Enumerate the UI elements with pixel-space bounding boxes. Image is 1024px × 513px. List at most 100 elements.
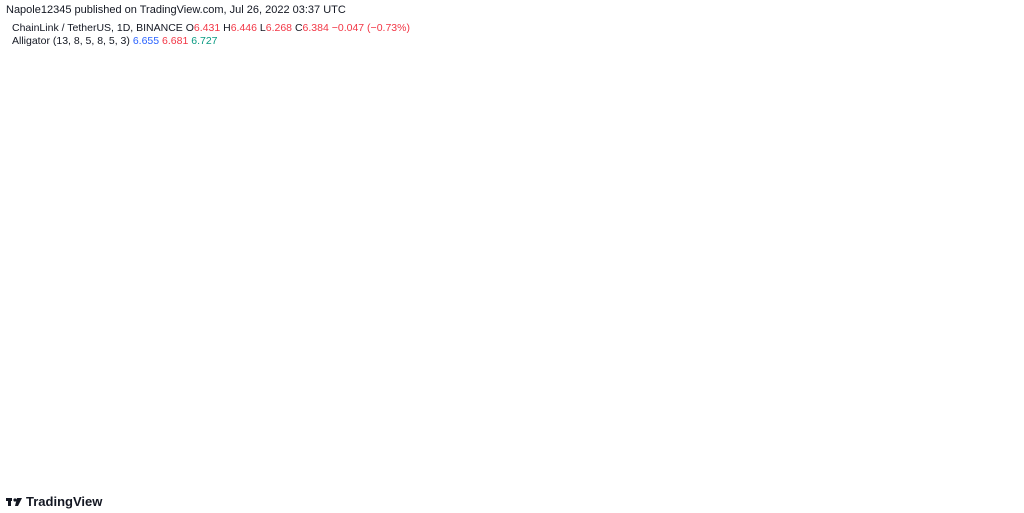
candle-body xyxy=(125,57,128,68)
candle-body xyxy=(262,379,264,382)
candle-body xyxy=(290,366,292,384)
alligator-jaw-line xyxy=(90,41,304,385)
candle-body xyxy=(150,95,153,97)
candle-body xyxy=(151,96,154,103)
x-tick-label: Oct xyxy=(21,476,37,487)
candle-body xyxy=(197,118,200,123)
candle-body xyxy=(99,55,101,66)
indicator-row: Alligator (13, 8, 5, 8, 5, 3) 6.655 6.68… xyxy=(12,35,410,48)
range-mid-line xyxy=(257,359,306,395)
indicator-name[interactable]: Alligator (13, 8, 5, 8, 5, 3) xyxy=(12,35,130,47)
candle-body xyxy=(259,393,262,395)
candle-body xyxy=(127,67,129,77)
candle-body xyxy=(95,69,98,81)
candle-body xyxy=(141,84,144,100)
candle-body xyxy=(182,141,184,149)
candle-body xyxy=(133,127,136,134)
candle-body xyxy=(83,57,86,62)
candle-body xyxy=(267,356,270,363)
candle-body xyxy=(145,82,147,88)
price-axis[interactable]: USDT 20.000 19.000 18.000 17.000 16.000 15.00… xyxy=(978,22,1009,464)
candle-body xyxy=(231,351,234,357)
candle-body xyxy=(94,61,97,81)
published-by-text: Napole12345 published on TradingView.com… xyxy=(6,4,346,16)
plot-area[interactable] xyxy=(0,16,970,470)
candle-body xyxy=(192,94,195,103)
candle-body xyxy=(175,169,178,183)
candle-body xyxy=(268,362,271,373)
candle-body xyxy=(288,383,290,385)
candle-body xyxy=(170,160,173,167)
candle-body xyxy=(249,318,252,327)
candle-body xyxy=(195,110,198,111)
symbol-name[interactable]: ChainLink / TetherUS, 1D, BINANCE xyxy=(12,22,183,34)
x-tick-label: Feb xyxy=(131,476,149,487)
y-tick-label: 12.000 xyxy=(978,195,1009,206)
candle-body xyxy=(252,286,254,305)
resistance-price-label-bg xyxy=(971,188,1014,201)
candle-body xyxy=(200,134,202,139)
candle-body xyxy=(237,363,240,365)
candle-body xyxy=(191,97,193,108)
candle-body xyxy=(167,155,170,166)
candle-body xyxy=(153,109,155,118)
lips-price-label-bg xyxy=(971,356,1014,369)
y-tick-label: 20.000 xyxy=(978,46,1009,57)
candle-body xyxy=(100,53,102,56)
tradingview-logo-icon xyxy=(6,497,22,506)
candle-body xyxy=(213,158,216,162)
resistance-price-label: 12.218 xyxy=(971,188,1014,201)
candle-body xyxy=(189,98,191,103)
x-tick-label: Jun xyxy=(240,476,256,487)
candle-body xyxy=(245,354,247,360)
support-price-label-text: 5.643 xyxy=(976,417,1001,428)
candle-body xyxy=(129,86,132,105)
candle-body xyxy=(148,93,151,99)
candle-body xyxy=(265,372,268,376)
candle-body xyxy=(137,115,139,127)
candle-body xyxy=(162,155,164,159)
candle-body xyxy=(198,118,200,123)
candle-body xyxy=(173,171,175,180)
currency-label: USDT xyxy=(978,22,1005,33)
candle-body xyxy=(247,340,250,346)
candle-body xyxy=(202,136,205,149)
candle-body xyxy=(232,351,235,357)
x-tick-label: 2022 xyxy=(101,476,124,487)
time-axis[interactable]: Oct Nov Dec 2022 Feb Mar Apr May Jun Jul Aug Sep xyxy=(21,476,340,487)
candle-body xyxy=(128,76,130,78)
candle-body xyxy=(250,299,253,319)
candle-body xyxy=(179,153,182,159)
candle-body xyxy=(224,218,227,229)
candle-body xyxy=(255,342,258,369)
candle-body xyxy=(149,93,152,96)
channel-upper-line xyxy=(128,29,280,363)
candle-body xyxy=(165,149,168,151)
brand-name[interactable]: TradingView xyxy=(26,494,103,509)
y-tick-label: 19.000 xyxy=(978,61,1009,72)
chart-legend: ChainLink / TetherUS, 1D, BINANCE O6.431… xyxy=(12,22,410,48)
y-tick-label: 17.000 xyxy=(978,93,1009,104)
candle-body xyxy=(221,196,224,206)
candle-body xyxy=(219,192,222,195)
candle-body xyxy=(136,126,138,132)
candle-body xyxy=(92,50,95,52)
lips-value: 6.727 xyxy=(191,35,218,47)
candle-body xyxy=(294,355,297,381)
alligator-teeth-line xyxy=(88,38,302,392)
candle-body xyxy=(245,359,248,364)
candle-body xyxy=(281,386,283,396)
candle-body xyxy=(182,133,185,149)
candle-body xyxy=(289,383,291,384)
candle-body xyxy=(272,374,275,380)
candle-body xyxy=(210,151,213,160)
candle-body xyxy=(276,388,279,396)
candle-body xyxy=(163,141,165,159)
breakdown-arrow-icon xyxy=(292,379,302,427)
candle-body xyxy=(85,74,88,78)
candle-body xyxy=(168,153,171,166)
candle-body xyxy=(135,131,137,133)
